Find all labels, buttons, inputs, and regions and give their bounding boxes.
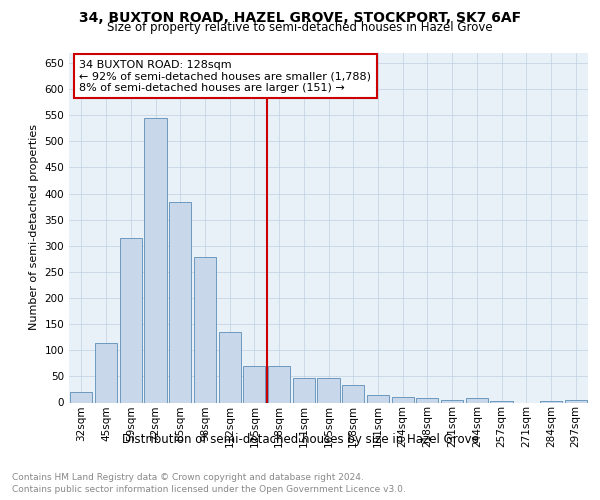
Bar (218, 332, 241, 402)
Bar (243, 366, 265, 403)
Bar (416, 398, 439, 402)
Bar (119, 238, 142, 402)
Text: 34, BUXTON ROAD, HAZEL GROVE, STOCKPORT, SK7 6AF: 34, BUXTON ROAD, HAZEL GROVE, STOCKPORT,… (79, 11, 521, 25)
Text: Distribution of semi-detached houses by size in Hazel Grove: Distribution of semi-detached houses by … (122, 432, 478, 446)
Bar (565, 400, 587, 402)
Text: Size of property relative to semi-detached houses in Hazel Grove: Size of property relative to semi-detach… (107, 22, 493, 35)
Bar (95, 344, 117, 402)
Bar (293, 378, 315, 402)
Bar (70, 392, 92, 402)
Bar (317, 378, 340, 402)
Bar (466, 398, 488, 402)
Bar (367, 395, 389, 402)
Bar (169, 202, 191, 402)
Bar (342, 386, 364, 402)
Text: Contains public sector information licensed under the Open Government Licence v3: Contains public sector information licen… (12, 485, 406, 494)
Bar (145, 118, 167, 403)
Bar (392, 398, 414, 402)
Bar (194, 258, 216, 402)
Text: 34 BUXTON ROAD: 128sqm
← 92% of semi-detached houses are smaller (1,788)
8% of s: 34 BUXTON ROAD: 128sqm ← 92% of semi-det… (79, 60, 371, 92)
Bar (441, 400, 463, 402)
Bar (268, 366, 290, 403)
Y-axis label: Number of semi-detached properties: Number of semi-detached properties (29, 124, 39, 330)
Text: Contains HM Land Registry data © Crown copyright and database right 2024.: Contains HM Land Registry data © Crown c… (12, 472, 364, 482)
